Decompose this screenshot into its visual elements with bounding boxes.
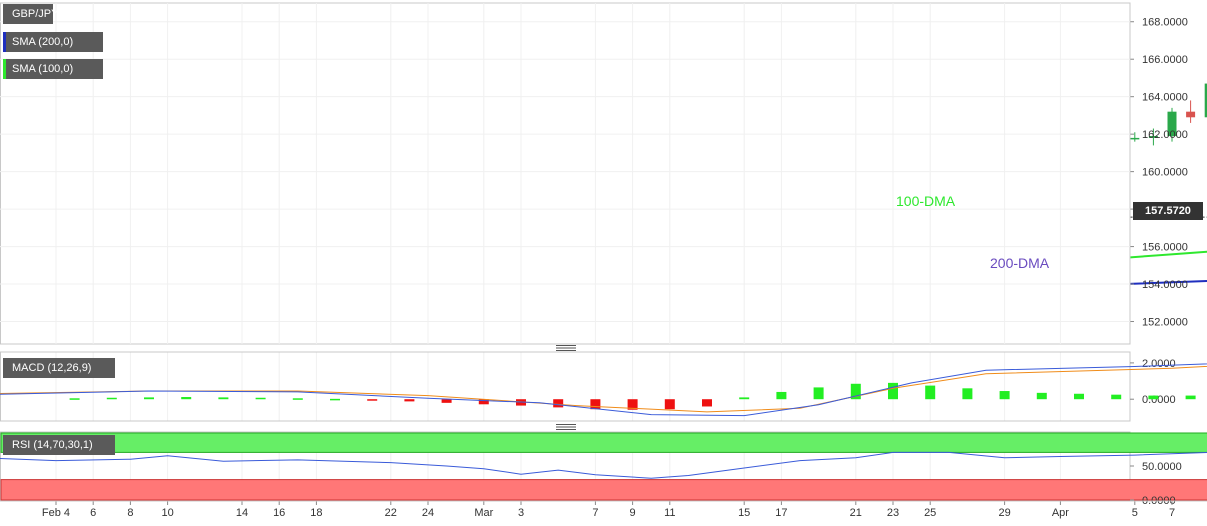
price-tick-label: 156.0000 [1142,242,1188,254]
macd-histogram-bar [739,397,750,400]
macd-legend[interactable]: MACD (12,26,9) [3,358,115,378]
macd-label: MACD (12,26,9) [12,362,92,374]
time-tick-label: 23 [887,507,899,519]
symbol-label: GBP/JPY [12,8,59,20]
current-price-value: 157.5720 [1145,205,1191,217]
time-tick-label: 8 [127,507,133,519]
time-tick-label: 10 [161,507,173,519]
macd-line [0,363,1207,417]
macd-histogram-bar [1148,395,1159,400]
price-tick-label: 152.0000 [1142,317,1188,329]
time-tick-label: Apr [1052,507,1069,519]
price-axis: 168.0000 166.0000 164.0000 162.0000 160.0000… [1130,17,1188,329]
time-tick-label: 29 [998,507,1010,519]
dma100-annotation: 100-DMA [896,193,956,209]
macd-histogram-bar [702,399,712,407]
macd-histogram-bar [553,399,564,408]
time-tick-label: 5 [1132,507,1138,519]
time-tick-label: 6 [90,507,96,519]
macd-histogram-bar [404,399,415,402]
rsi-tick-label: 50.0000 [1142,461,1182,473]
time-tick-label: 22 [385,507,397,519]
macd-histogram-bar [590,399,601,410]
price-pane-frame [0,2,1131,345]
sma100-swatch [3,59,6,79]
time-tick-label: 16 [273,507,285,519]
time-tick-label: 15 [738,507,750,519]
time-tick-label: 11 [664,507,675,519]
macd-histogram-bar [144,397,154,400]
macd-pane-frame [0,351,1131,422]
macd-pane: 2.0000 0.0000 [0,351,1207,422]
time-tick-label: 18 [310,507,322,519]
macd-tick-label: 0.0000 [1142,394,1176,406]
time-tick-label: 7 [592,507,598,519]
price-tick-label: 168.0000 [1142,17,1188,29]
price-tick-label: 164.0000 [1142,92,1188,104]
price-tick-label: 162.0000 [1142,129,1188,141]
time-tick-label: 3 [518,507,524,519]
pane-resize-handles[interactable] [556,345,576,430]
sma200-swatch [3,32,6,52]
time-tick-label: Feb 4 [42,507,70,519]
macd-histogram-bar [999,391,1010,400]
time-tick-label: 7 [1169,507,1175,519]
sma200-legend[interactable]: SMA (200,0) [3,32,103,52]
price-tick-label: 160.0000 [1142,167,1188,179]
macd-histogram-bar [850,383,861,400]
macd-histogram-bar [1185,395,1196,400]
dma200-annotation: 200-DMA [990,255,1050,271]
sma100-legend[interactable]: SMA (100,0) [3,59,103,79]
time-tick-label: 21 [850,507,862,519]
candle-body [1130,137,1140,140]
candle-body [1186,111,1196,118]
macd-histogram-bar [627,399,638,410]
rsi-line [0,451,1207,479]
macd-histogram-bar [478,399,489,405]
candle-body [1167,111,1177,137]
macd-histogram-bar [888,382,898,400]
candle-body [1148,136,1158,138]
sma100-label: SMA (100,0) [12,63,74,75]
macd-histogram-bar [925,385,936,400]
price-tick-label: 166.0000 [1142,54,1188,66]
macd-histogram-bar [255,397,266,400]
macd-histogram-bar [106,397,117,400]
macd-histogram-bar [441,399,452,403]
rsi-oversold-zone [0,479,1207,501]
macd-histogram-bar [367,399,378,401]
macd-histogram-bar [776,391,787,400]
candle-body [1204,83,1207,118]
current-price-badge: 157.5720 [1133,202,1203,220]
price-pane: 0.0%23.6%38.2%50.0%61.8%100.0% 168.00001… [0,1,1207,500]
time-tick-label: 17 [775,507,787,519]
time-tick-label: 25 [924,507,936,519]
macd-histogram-bar [292,398,303,400]
macd-histogram-bar [1074,393,1084,400]
macd-histogram-bar [962,388,973,400]
time-tick-label: 14 [236,507,248,519]
rsi-label: RSI (14,70,30,1) [12,439,93,451]
rsi-legend[interactable]: RSI (14,70,30,1) [3,435,115,455]
macd-histogram-bar [181,397,192,400]
macd-histogram-bar [330,398,340,401]
symbol-legend[interactable]: GBP/JPY [3,4,58,24]
macd-histogram-bar [69,398,80,400]
time-tick-label: 24 [422,507,434,519]
time-tick-label: Mar [474,507,493,519]
macd-histogram-bar [1111,394,1122,400]
macd-signal-line [0,365,1207,413]
macd-tick-label: 2.0000 [1142,358,1176,370]
macd-histogram-bar [664,399,675,410]
time-tick-label: 9 [630,507,636,519]
price-tick-label: 154.0000 [1142,279,1188,291]
sma200-label: SMA (200,0) [12,36,74,48]
macd-histogram-bar [813,387,824,400]
time-axis: Feb 4 6 8 10 14 16 18 22 24 Mar 3 7 9 11 15 17 21 23 25 29 A… [0,500,1207,519]
macd-histogram-bar [1036,392,1047,400]
rsi-overbought-zone [0,432,1207,453]
macd-histogram-bar [218,397,229,400]
